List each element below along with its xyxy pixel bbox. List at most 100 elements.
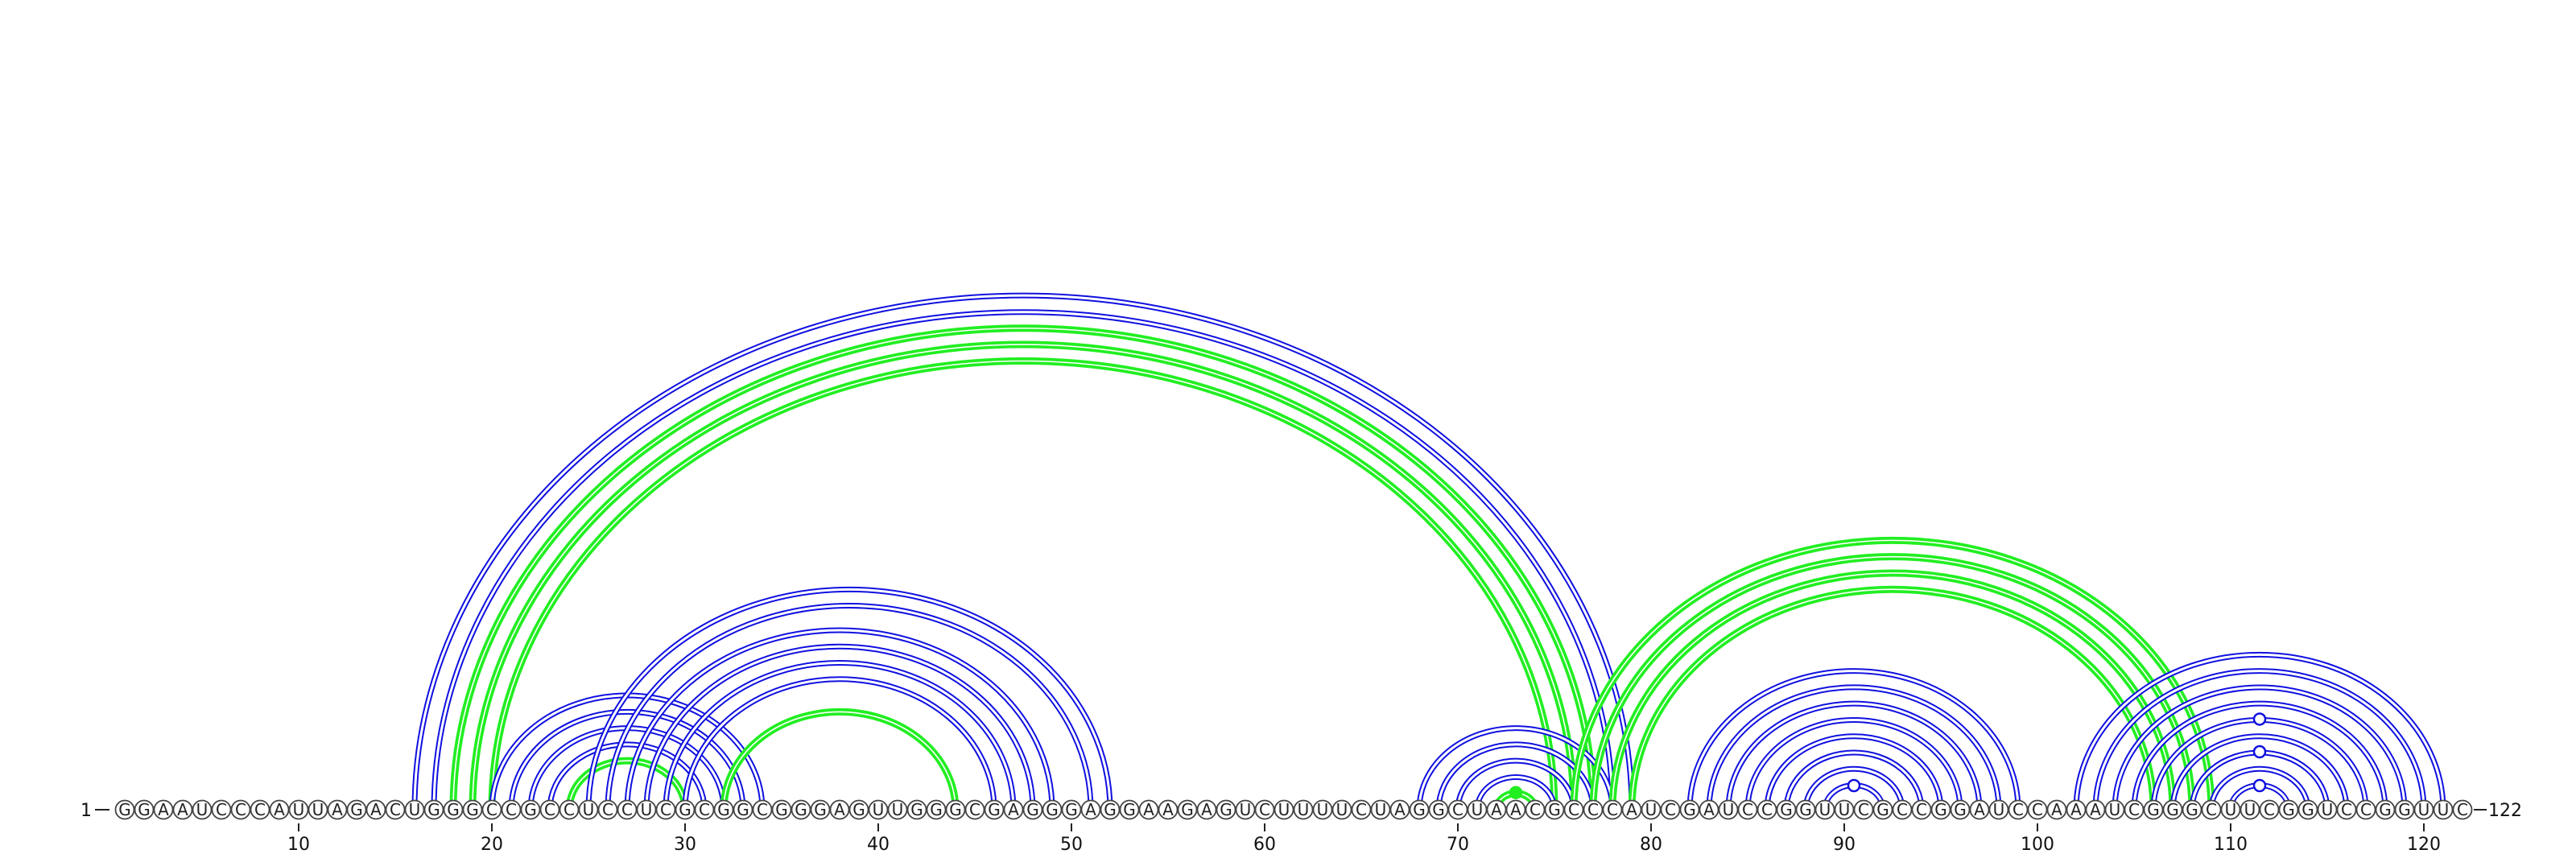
nucleotide-circle	[134, 799, 155, 820]
nucleotide: C	[559, 799, 580, 820]
nucleotide-letter: G	[447, 800, 460, 819]
markers-layer	[1509, 712, 2267, 799]
tick-label: 40	[867, 835, 890, 855]
nucleotide-letter: U	[2225, 800, 2237, 819]
nucleotide: G	[1042, 799, 1063, 820]
tick-label: 70	[1447, 835, 1469, 855]
nucleotide-letter: U	[1336, 800, 1348, 819]
nucleotide-circle	[404, 799, 425, 820]
nucleotide: C	[211, 799, 232, 820]
nucleotide-letter: G	[1046, 800, 1059, 819]
nucleotide-circle	[2162, 799, 2183, 820]
nucleotide: G	[2297, 799, 2318, 820]
nucleotide: C	[1254, 799, 1275, 820]
pair-arc-blue	[682, 676, 997, 811]
pair-arc-blue-core	[1765, 735, 1942, 811]
nucleotide-circle	[559, 799, 580, 820]
pair-arc-blue-core	[1437, 743, 1595, 811]
nucleotide-circle	[2355, 799, 2376, 820]
nucleotide-letter: U	[196, 800, 208, 819]
nucleotide: U	[308, 799, 328, 820]
pair-arc-blue-core	[664, 661, 1015, 811]
arcs-layer	[411, 292, 2446, 811]
nucleotide: C	[1602, 799, 1623, 820]
pair-arc-blue-core	[432, 310, 1614, 811]
nucleotide-circle	[269, 799, 290, 820]
nucleotide: U	[2220, 799, 2241, 820]
nucleotide-letter: G	[1123, 800, 1136, 819]
nucleotide-letter: C	[1897, 800, 1908, 819]
nucleotide: C	[1737, 799, 1758, 820]
nucleotide: A	[829, 799, 850, 820]
nucleotide-circle	[1641, 799, 1662, 820]
nucleotide-circle	[1930, 799, 1951, 820]
nucleotide-circle	[1544, 799, 1565, 820]
pair-arc-blue-core	[1785, 751, 1923, 811]
nucleotide-letter: G	[1954, 800, 1967, 819]
nucleotide-circle	[655, 799, 676, 820]
nucleotide-letter: G	[1780, 800, 1793, 819]
nucleotide-letter: C	[1858, 800, 1869, 819]
nucleotide-letter: A	[1143, 800, 1154, 819]
pair-arc-green	[488, 357, 1558, 811]
pair-arc-blue-core	[625, 629, 1054, 811]
nucleotide: C	[2259, 799, 2280, 820]
nucleotide-circle	[636, 799, 657, 820]
nucleotide-letter: C	[2264, 800, 2275, 819]
nucleotide-letter: G	[1026, 800, 1039, 819]
nucleotide-letter: G	[717, 800, 730, 819]
pair-arc-green-core	[1592, 555, 2193, 811]
nucleotide-letter: G	[2186, 800, 2198, 819]
pair-arc-blue-core	[1727, 702, 1981, 811]
tick-label: 50	[1060, 835, 1083, 855]
nucleotide-letter: C	[2360, 800, 2372, 819]
nucleotide: G	[1795, 799, 1816, 820]
nucleotide-circle	[2259, 799, 2280, 820]
nucleotide: C	[2201, 799, 2222, 820]
loop-marker	[2252, 745, 2267, 759]
nucleotide-circle	[1003, 799, 1024, 820]
nucleotide-letter: C	[2206, 800, 2217, 819]
nucleotide: A	[1505, 799, 1526, 820]
nucleotide: G	[1776, 799, 1797, 820]
nucleotide: G	[1119, 799, 1140, 820]
nucleotide: G	[810, 799, 831, 820]
nucleotide-letter: U	[583, 800, 595, 819]
nucleotide-letter: C	[2457, 800, 2468, 819]
nucleotide: A	[1486, 799, 1507, 820]
nucleotide-circle	[848, 799, 869, 820]
nucleotide-circle	[1467, 799, 1488, 820]
nucleotide-letter: G	[679, 800, 691, 819]
nucleotide: U	[1467, 799, 1488, 820]
pair-arc-blue-core	[1804, 767, 1904, 811]
pair-arc-blue-core	[548, 743, 706, 811]
nucleotide-circle	[1177, 799, 1198, 820]
nucleotide-circle	[1080, 799, 1101, 820]
nucleotide: G	[945, 799, 966, 820]
nucleotide-letter: U	[641, 800, 653, 819]
nucleotide-circle	[1022, 799, 1043, 820]
nucleotide-circle	[2375, 799, 2396, 820]
nucleotide: U	[192, 799, 213, 820]
nucleotide: U	[288, 799, 309, 820]
nucleotide: G	[520, 799, 541, 820]
nucleotide-letter: A	[2051, 800, 2062, 819]
nucleotide-circle	[2066, 799, 2087, 820]
nucleotide: G	[2182, 799, 2202, 820]
tick-label: 110	[2214, 835, 2248, 855]
nucleotide-circle	[2336, 799, 2357, 820]
nucleotide-circle	[211, 799, 232, 820]
nucleotide-letter: A	[1201, 800, 1212, 819]
nucleotide: C	[1447, 799, 1468, 820]
nucleotide: A	[327, 799, 348, 820]
nucleotide: A	[172, 799, 193, 820]
nucleotide-circle	[1428, 799, 1449, 820]
nucleotide: G	[114, 799, 135, 820]
nucleotide: G	[1216, 799, 1236, 820]
nucleotide-circle	[597, 799, 618, 820]
nucleotide: A	[1080, 799, 1101, 820]
nucleotide: A	[1699, 799, 1719, 820]
nucleotide-circle	[694, 799, 715, 820]
nucleotide-circle	[1119, 799, 1140, 820]
nucleotide-letter: A	[1626, 800, 1637, 819]
